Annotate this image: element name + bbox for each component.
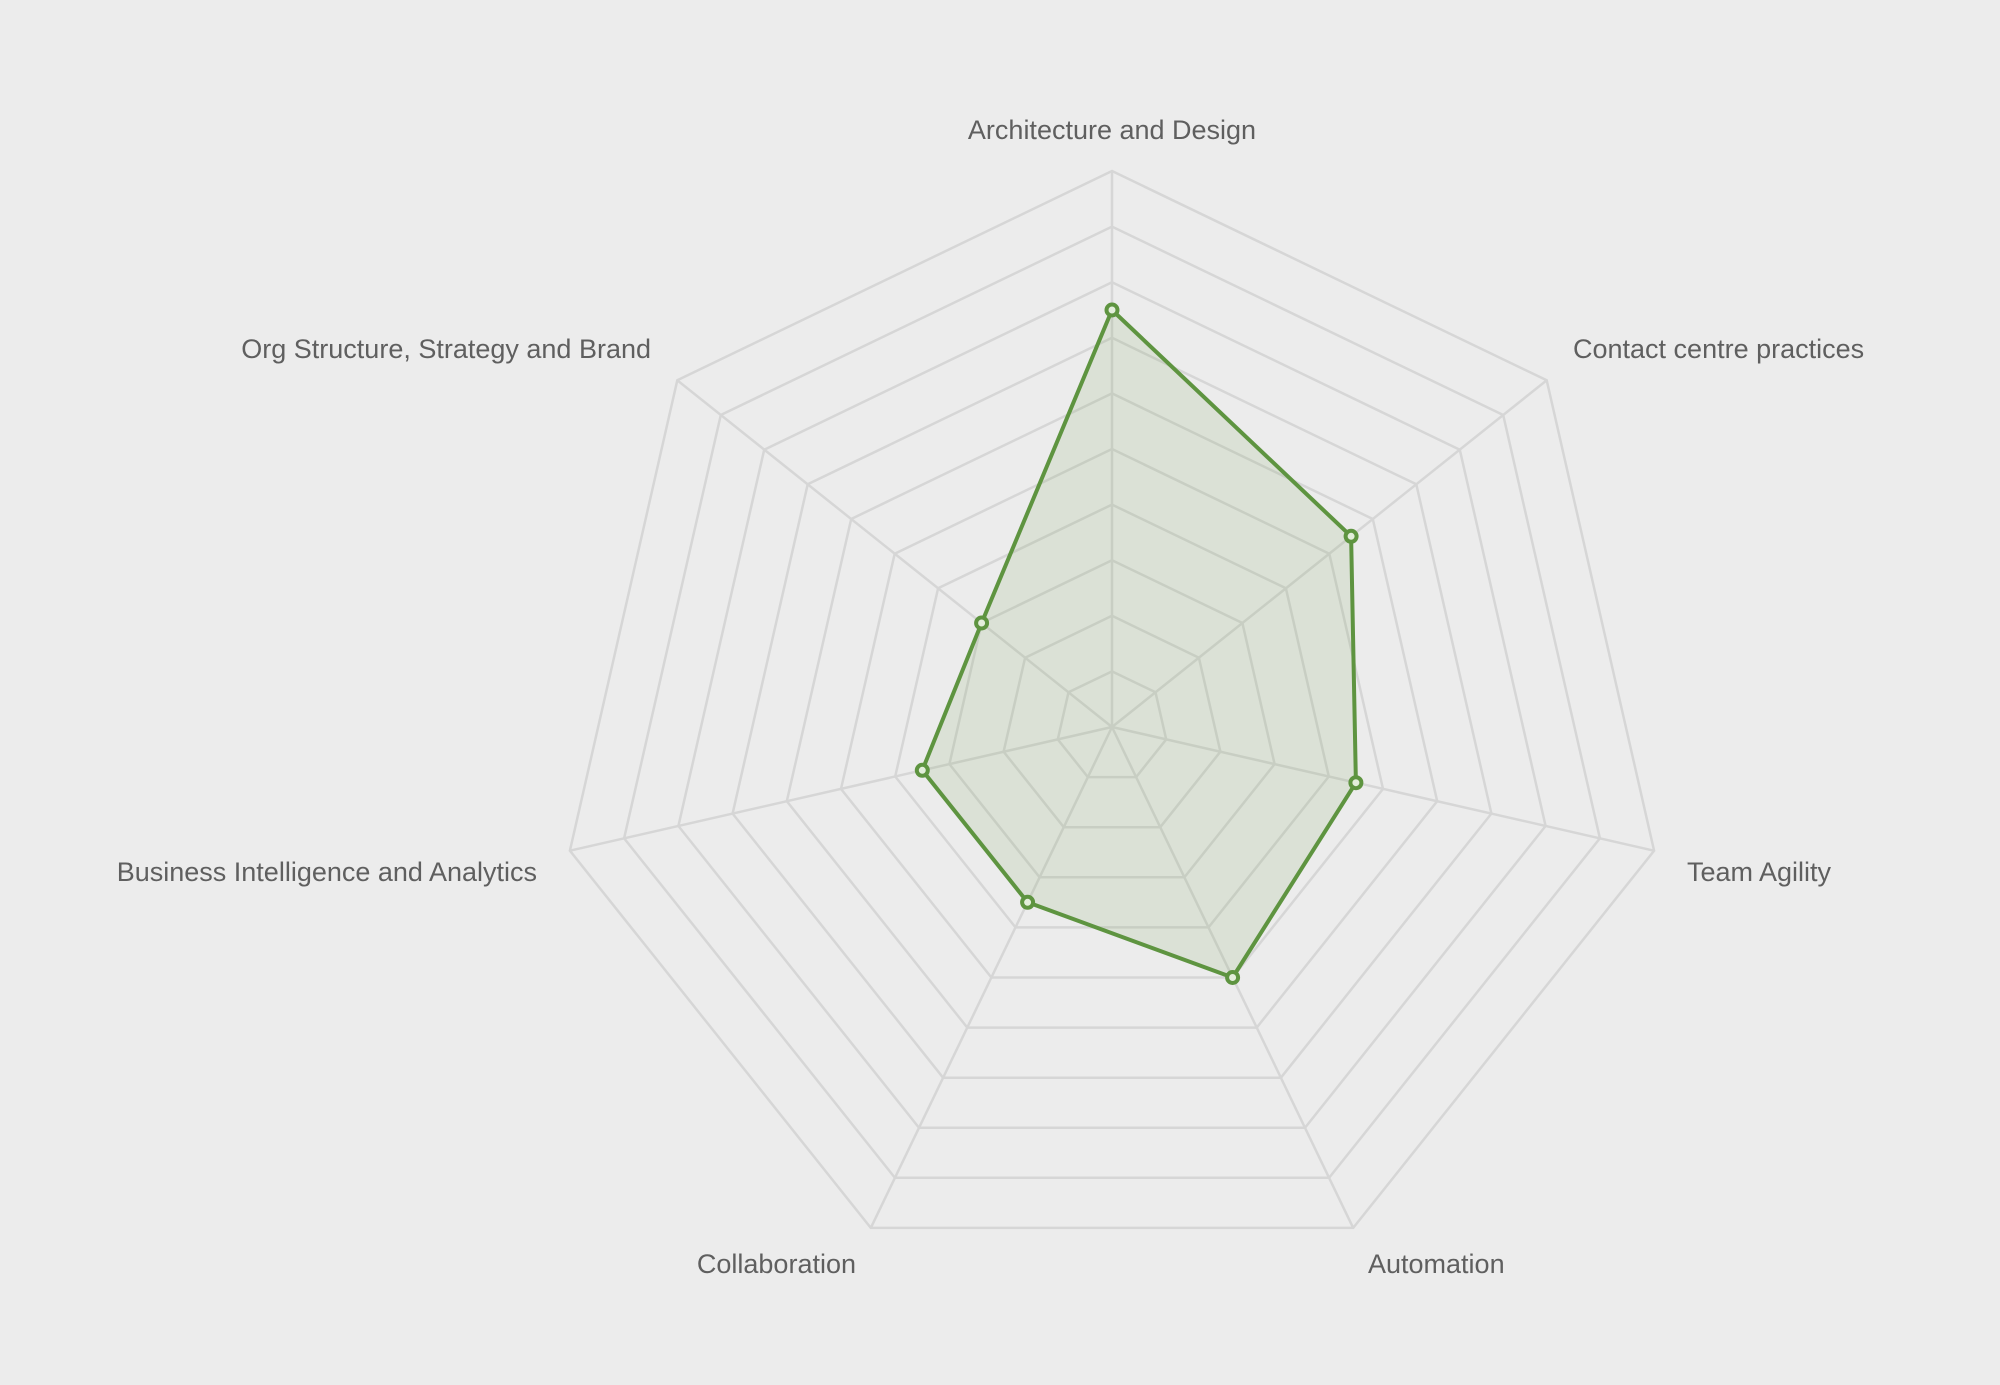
grid-spoke xyxy=(1111,725,1655,852)
data-point-collaboration[interactable] xyxy=(1020,894,1036,910)
grid-ring xyxy=(948,558,1276,879)
axis-label-automation: Automation xyxy=(1368,1249,1505,1279)
axis-label-team-agility: Team Agility xyxy=(1687,857,1832,887)
axis-label-collaboration: Collaboration xyxy=(697,1249,856,1279)
series-area xyxy=(920,308,1358,980)
grid-ring xyxy=(893,503,1331,929)
grid-ring xyxy=(839,447,1385,979)
grid-ring xyxy=(731,336,1493,1079)
grid-spoke xyxy=(1111,379,1548,728)
grid-ring xyxy=(1002,614,1222,829)
axis-label-org-structure-strategy-and-brand: Org Structure, Strategy and Brand xyxy=(241,334,651,364)
data-point-business-intelligence-and-analytics[interactable] xyxy=(914,762,930,778)
series-layer xyxy=(914,302,1364,985)
data-point-contact-centre-practices[interactable] xyxy=(1343,528,1359,544)
data-point-architecture-and-design[interactable] xyxy=(1104,302,1120,318)
axis-labels: Architecture and Design Contact centre p… xyxy=(117,115,1864,1279)
axis-label-architecture-and-design: Architecture and Design xyxy=(968,115,1256,145)
grid-ring xyxy=(1056,670,1168,779)
grid-ring xyxy=(622,225,1602,1180)
grid-spoke xyxy=(569,725,1113,852)
grid-spoke xyxy=(869,726,1114,1229)
axis-label-business-intelligence-and-analytics: Business Intelligence and Analytics xyxy=(117,857,537,887)
data-point-team-agility[interactable] xyxy=(1348,775,1364,791)
data-point-org-structure-strategy-and-brand[interactable] xyxy=(974,615,990,631)
grid-rings xyxy=(568,169,1656,1230)
grid-spoke xyxy=(676,379,1113,728)
grid-ring xyxy=(785,392,1439,1029)
data-point-automation[interactable] xyxy=(1225,970,1241,985)
axis-label-contact-centre-practices: Contact centre practices xyxy=(1573,334,1864,364)
grid-ring xyxy=(568,169,1656,1230)
grid-ring xyxy=(677,280,1547,1130)
